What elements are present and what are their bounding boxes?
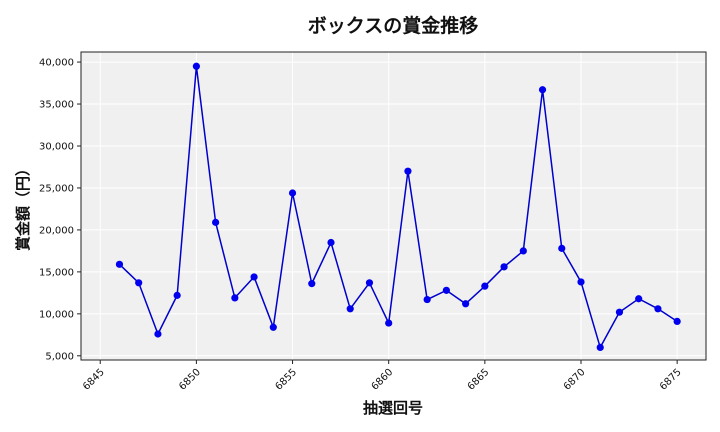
data-point	[673, 317, 681, 325]
data-point	[442, 286, 450, 294]
series-layer	[115, 62, 681, 352]
data-point	[500, 263, 508, 271]
data-point	[519, 247, 527, 255]
series-line	[118, 66, 678, 350]
data-point	[596, 343, 604, 352]
data-point	[288, 189, 297, 197]
data-point	[192, 62, 200, 70]
data-point	[481, 282, 489, 290]
plot-frame	[80, 51, 707, 361]
data-point	[577, 278, 585, 286]
x-tick-label: 6855	[273, 367, 299, 393]
y-tick-label: 35,000	[39, 100, 74, 111]
data-point	[173, 291, 181, 299]
chart-title: ボックスの賞金推移	[308, 14, 478, 37]
y-tick-label: 10,000	[39, 309, 74, 320]
data-point	[346, 305, 354, 313]
data-point	[250, 273, 258, 281]
data-point	[385, 319, 393, 327]
y-axis-label: 賞金額（円）	[14, 161, 32, 251]
data-point	[154, 330, 162, 338]
y-tick-label: 30,000	[39, 141, 74, 152]
y-tick-label: 25,000	[39, 183, 74, 194]
y-tick-label: 5,000	[45, 351, 74, 362]
x-axis-label: 抽選回号	[363, 399, 423, 417]
x-tick-label: 6865	[466, 367, 492, 393]
x-tick-label: 6860	[370, 367, 396, 393]
data-point	[308, 280, 316, 288]
x-tick-label: 6850	[177, 367, 203, 393]
data-point	[635, 295, 643, 303]
data-point	[365, 279, 374, 287]
data-point	[115, 260, 124, 268]
data-point	[615, 308, 624, 316]
data-point	[269, 323, 277, 331]
data-point	[423, 295, 431, 304]
x-tick-label: 6845	[81, 367, 107, 393]
grid-lines	[81, 52, 706, 360]
data-point	[404, 167, 412, 175]
x-tick-label: 6870	[562, 367, 588, 393]
y-tick-label: 20,000	[39, 225, 74, 236]
data-point	[212, 218, 220, 226]
data-point	[558, 244, 566, 252]
x-tick-label: 6875	[658, 367, 684, 393]
data-point	[654, 305, 662, 313]
data-point	[327, 238, 335, 247]
y-tick-label: 15,000	[39, 267, 74, 278]
data-point	[231, 294, 239, 302]
data-point	[462, 300, 470, 308]
y-tick-label: 40,000	[39, 58, 74, 69]
data-point	[135, 279, 143, 287]
data-point	[538, 86, 547, 94]
